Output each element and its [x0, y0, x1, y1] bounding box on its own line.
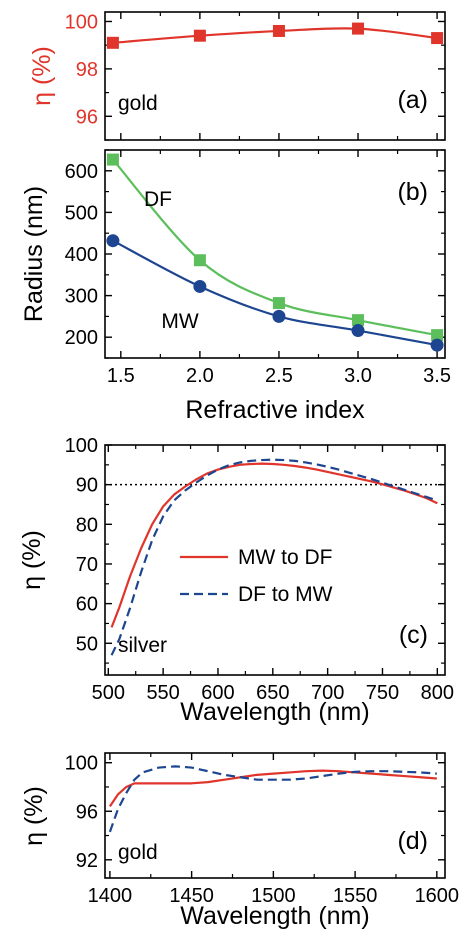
legend-label: MW to DF — [238, 546, 333, 569]
y-axis-title: η (%) — [28, 46, 56, 106]
x-tick-label: 1500 — [251, 885, 296, 907]
x-tick-label: 800 — [421, 682, 454, 704]
panel-label: (b) — [397, 178, 428, 206]
x-axis-title: Refractive index — [185, 396, 365, 424]
y-tick-label: 96 — [76, 106, 98, 128]
data-point — [430, 338, 444, 352]
y-tick-label: 92 — [76, 850, 98, 872]
series-line-df-to-mw — [108, 765, 437, 833]
y-tick-label: 90 — [76, 475, 98, 497]
y-tick-label: 70 — [76, 554, 98, 576]
y-tick-label: 98 — [76, 59, 98, 81]
y-axis-title: Radius (nm) — [20, 186, 48, 322]
x-tick-label: 1400 — [88, 885, 133, 907]
plot-frame — [104, 11, 446, 141]
data-point — [431, 329, 444, 342]
x-axis-title: Wavelength (nm) — [180, 698, 369, 726]
x-tick-label: 2.5 — [265, 365, 293, 387]
y-tick-label: 100 — [65, 435, 98, 457]
x-axis-title: Wavelength (nm) — [180, 902, 369, 930]
x-tick-label: 3.0 — [344, 365, 372, 387]
x-tick-label: 1550 — [333, 885, 378, 907]
x-tick-label: 650 — [256, 682, 289, 704]
y-tick-label: 300 — [65, 286, 98, 308]
plot-frame — [104, 444, 446, 676]
panel-label: (c) — [399, 621, 428, 649]
x-tick-label: 600 — [201, 682, 234, 704]
x-tick-label: 3.5 — [423, 365, 451, 387]
data-point — [352, 22, 365, 35]
x-tick-label: 700 — [311, 682, 344, 704]
data-point — [193, 279, 207, 293]
y-axis-title: η (%) — [18, 530, 46, 590]
y-tick-label: 500 — [65, 202, 98, 224]
panel-annotation: gold — [118, 841, 158, 864]
y-tick-label: 80 — [76, 514, 98, 536]
data-point — [272, 24, 285, 37]
x-tick-label: 550 — [146, 682, 179, 704]
x-tick-label: 1450 — [169, 885, 214, 907]
x-tick-label: 750 — [366, 682, 399, 704]
panel-annotation: silver — [118, 634, 167, 657]
data-point — [106, 153, 119, 166]
plot-frame — [104, 752, 446, 879]
data-point — [431, 32, 444, 45]
panel-annotation: gold — [118, 92, 158, 115]
x-tick-label: 1.5 — [107, 365, 135, 387]
y-tick-label: 600 — [65, 161, 98, 183]
data-point — [272, 309, 286, 323]
series-group — [110, 458, 438, 656]
panel-label: (a) — [397, 86, 428, 114]
series-line-df-to-mw — [110, 458, 438, 656]
y-tick-label: 96 — [76, 801, 98, 823]
y-tick-label: 50 — [76, 633, 98, 655]
panel-d: 1400 1450 1500 1550 1600 92 96 100 (d) gold Wavele… — [20, 752, 460, 930]
y-tick-label: 60 — [76, 594, 98, 616]
panel-a: 96 98 100 (a) gold η (%) — [28, 11, 446, 141]
data-point — [352, 314, 365, 327]
y-tick-label: 200 — [65, 327, 98, 349]
y-tick-label: 100 — [65, 11, 98, 33]
series-line-mw-to-df — [110, 462, 438, 628]
data-point — [106, 36, 119, 49]
y-tick-label: 400 — [65, 244, 98, 266]
panel-b: 1.5 2.0 2.5 3.0 3.5 200 300 400 500 600 DF MW (b) Ref… — [20, 149, 451, 424]
x-tick-label: 500 — [92, 682, 125, 704]
data-point — [351, 324, 365, 338]
x-tick-label: 1600 — [415, 885, 460, 907]
series-label: MW — [161, 310, 198, 333]
y-axis-title: η (%) — [20, 786, 48, 846]
legend-label: DF to MW — [238, 583, 333, 606]
y-tick-label: 100 — [65, 753, 98, 775]
series-line-mw-to-df — [108, 769, 437, 808]
data-point — [193, 254, 206, 267]
data-point — [272, 297, 285, 310]
data-point — [106, 234, 120, 248]
series-group — [108, 765, 437, 833]
x-tick-label: 2.0 — [186, 365, 214, 387]
data-point — [193, 29, 206, 42]
panel-label: (d) — [397, 827, 428, 855]
series-label: DF — [144, 188, 172, 211]
panel-c: 500 550 600 650 700 750 800 50 60 70 80 90 100 MW to … — [18, 435, 454, 726]
